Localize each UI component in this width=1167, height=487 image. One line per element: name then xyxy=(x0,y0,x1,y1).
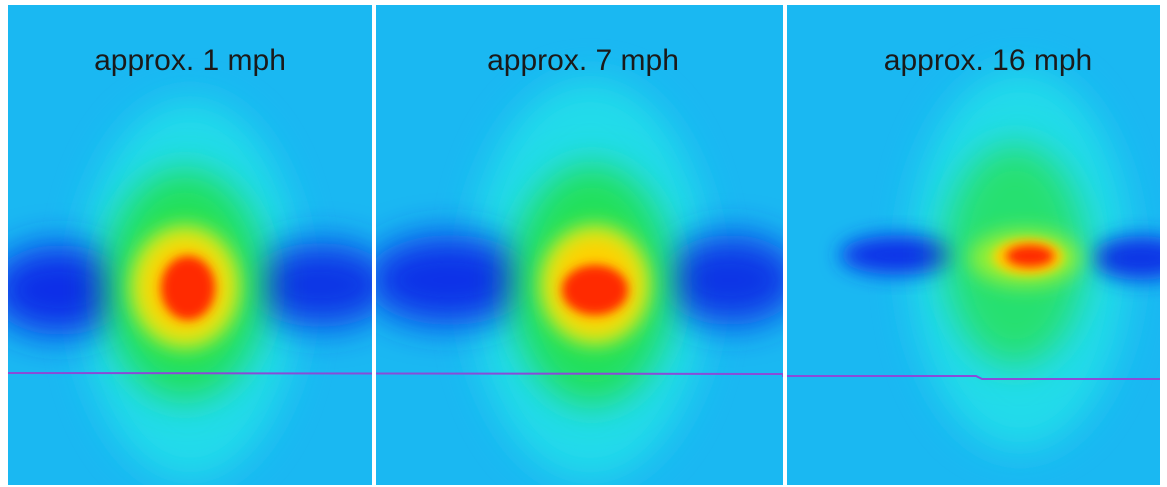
separator xyxy=(372,0,376,487)
heatmap-panel xyxy=(787,5,1167,485)
heatmap-panel xyxy=(0,5,395,485)
panel-label: approx. 7 mph xyxy=(487,44,679,77)
heatmap-panel xyxy=(365,5,800,485)
panel-label: approx. 1 mph xyxy=(94,44,286,77)
heatmap-figure: approx. 1 mph approx. 7 mph approx. 16 m… xyxy=(0,0,1167,487)
panel-label: approx. 16 mph xyxy=(884,44,1092,77)
separator xyxy=(783,0,787,487)
figure: approx. 1 mph approx. 7 mph approx. 16 m… xyxy=(0,0,1167,487)
